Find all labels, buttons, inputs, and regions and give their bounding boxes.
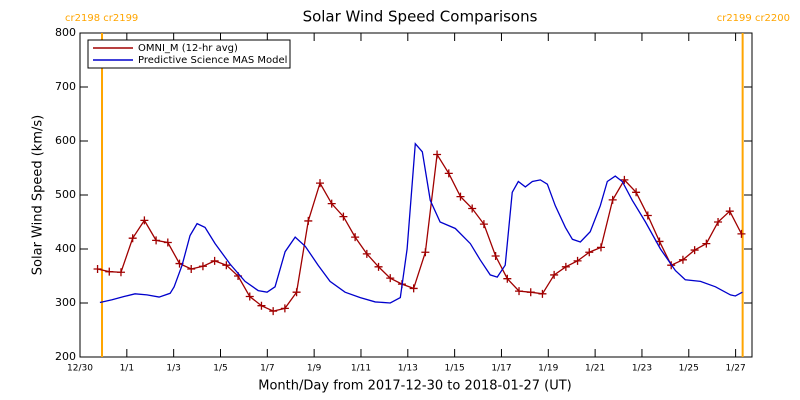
marker xyxy=(351,233,360,242)
marker xyxy=(292,288,301,297)
marker xyxy=(140,216,149,225)
marker xyxy=(304,216,313,225)
y-tick-label: 300 xyxy=(55,296,76,309)
marker xyxy=(362,249,371,258)
marker xyxy=(503,274,512,283)
x-tick-label: 1/11 xyxy=(351,364,371,374)
x-tick-label: 1/19 xyxy=(538,364,558,374)
marker xyxy=(93,264,102,273)
marker xyxy=(714,218,723,226)
marker xyxy=(526,288,535,297)
x-tick-label: 1/15 xyxy=(445,364,465,374)
chart-title: Solar Wind Speed Comparisons xyxy=(303,8,538,26)
marker xyxy=(538,289,547,298)
marker xyxy=(561,262,570,271)
marker xyxy=(210,256,219,265)
marker xyxy=(280,304,289,313)
marker xyxy=(491,252,500,261)
marker xyxy=(678,255,687,264)
x-tick-label: 1/21 xyxy=(585,364,605,374)
marker xyxy=(245,292,254,301)
marker xyxy=(257,301,266,310)
marker xyxy=(409,284,418,293)
x-tick-label: 1/17 xyxy=(491,364,511,374)
marker xyxy=(573,256,582,265)
marker xyxy=(327,199,336,208)
x-axis-label: Month/Day from 2017-12-30 to 2018-01-27 … xyxy=(258,379,571,394)
x-tick-label: 1/13 xyxy=(398,364,418,374)
y-tick-label: 500 xyxy=(55,188,76,201)
y-tick-label: 700 xyxy=(55,80,76,93)
marker xyxy=(456,192,465,201)
y-tick-label: 400 xyxy=(55,242,76,255)
marker xyxy=(585,248,594,257)
x-tick-label: 12/30 xyxy=(67,364,93,374)
x-tick-label: 1/7 xyxy=(260,364,274,374)
y-tick-label: 600 xyxy=(55,134,76,147)
x-tick-label: 1/23 xyxy=(632,364,652,374)
marker xyxy=(222,261,231,270)
series-line xyxy=(99,142,743,304)
y-tick-label: 800 xyxy=(55,26,76,39)
marker xyxy=(198,262,207,271)
marker xyxy=(269,307,278,316)
marker xyxy=(608,195,617,204)
annotation: cr2199 cr2200 xyxy=(717,13,790,24)
marker xyxy=(163,238,172,247)
marker xyxy=(316,179,324,188)
x-tick-label: 1/3 xyxy=(166,364,180,374)
legend-label: Predictive Science MAS Model xyxy=(138,55,287,66)
legend-box xyxy=(87,39,291,69)
marker xyxy=(421,248,430,257)
annotation: cr2198 cr2199 xyxy=(65,13,138,24)
marker xyxy=(433,150,442,159)
marker xyxy=(386,274,395,283)
legend-label: OMNI_M (12-hr avg) xyxy=(138,43,238,54)
marker xyxy=(725,207,734,216)
marker xyxy=(643,211,652,220)
marker xyxy=(374,262,383,271)
marker xyxy=(105,267,114,276)
marker xyxy=(339,212,348,221)
marker xyxy=(152,236,161,245)
y-axis-label: Solar Wind Speed (km/s) xyxy=(31,115,46,275)
marker xyxy=(479,220,488,229)
x-tick-label: 1/1 xyxy=(120,364,134,374)
x-tick-label: 1/5 xyxy=(213,364,227,374)
marker xyxy=(620,175,629,184)
x-tick-label: 1/27 xyxy=(726,364,746,374)
marker xyxy=(632,188,641,197)
marker xyxy=(596,243,605,252)
marker xyxy=(737,229,746,238)
x-tick-label: 1/9 xyxy=(307,364,322,374)
y-tick-label: 200 xyxy=(55,350,76,363)
marker xyxy=(468,204,477,213)
marker xyxy=(702,239,711,248)
marker xyxy=(550,270,559,279)
series-line xyxy=(97,152,743,312)
marker xyxy=(444,169,453,178)
marker xyxy=(128,234,137,243)
marker xyxy=(116,268,125,277)
marker xyxy=(515,287,524,296)
x-tick-label: 1/25 xyxy=(679,364,699,374)
marker xyxy=(690,246,699,255)
plot-frame xyxy=(79,32,753,358)
marker xyxy=(187,264,196,273)
